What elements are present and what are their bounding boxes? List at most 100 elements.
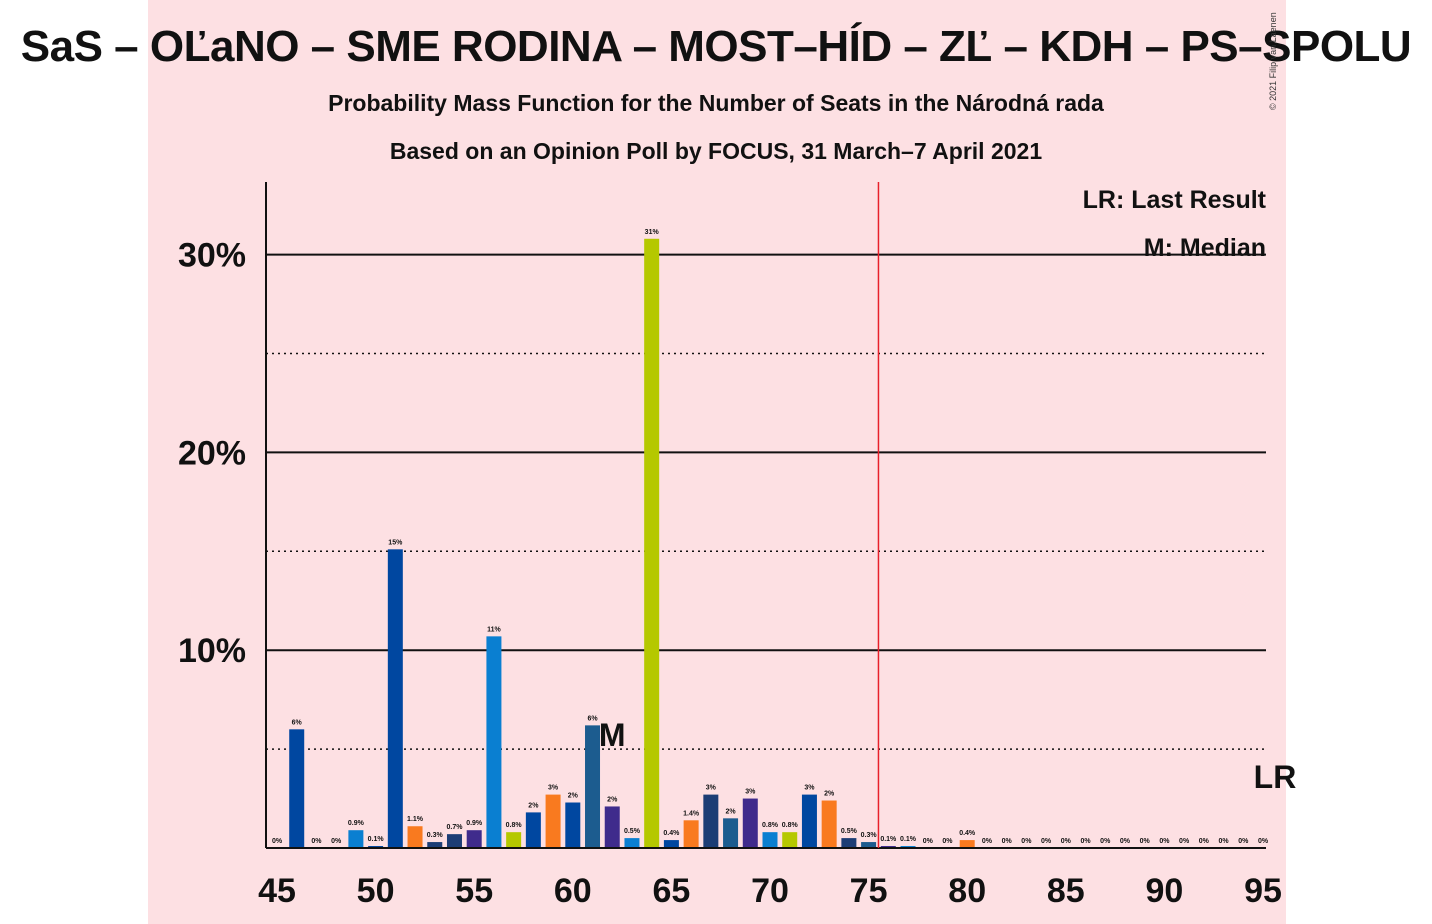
bar-seat-66 [683, 820, 699, 848]
bar-value-label: 0.9% [348, 820, 365, 827]
chart-title: SaS – OĽaNO – SME RODINA – MOST–HÍD – ZĽ… [20, 22, 1412, 71]
bar-value-label: 0.8% [782, 822, 799, 829]
chart-subtitle: Probability Mass Function for the Number… [328, 90, 1104, 116]
bar-value-label: 2% [824, 791, 835, 798]
x-tick-label: 90 [1145, 872, 1183, 910]
bar-seat-65 [663, 840, 679, 848]
bar-seat-69 [742, 798, 758, 848]
bar-value-label: 6% [587, 715, 598, 722]
bar-value-label: 0.5% [841, 828, 858, 835]
bar-value-label: 1.1% [407, 816, 424, 823]
bar-value-label: 0% [1002, 838, 1013, 845]
bar-seat-53 [427, 842, 443, 848]
bar-seat-46 [289, 729, 305, 848]
bar-value-label: 2% [528, 802, 539, 809]
bar-seat-80 [959, 840, 975, 848]
x-tick-label: 80 [948, 872, 986, 910]
y-tick-label: 30% [178, 237, 246, 275]
x-tick-label: 70 [751, 872, 789, 910]
chart-axes: 10% 20% 30% 45 50 55 60 65 70 75 80 85 90 95 [178, 182, 1282, 910]
chart-subtitle-source: Based on an Opinion Poll by FOCUS, 31 Ma… [389, 138, 1043, 164]
bar-value-label: 0% [1199, 838, 1210, 845]
bar-value-label: 0.1% [880, 836, 897, 843]
bar-seat-74 [841, 838, 857, 848]
bar-seat-62 [604, 806, 620, 848]
bar-seat-57 [506, 832, 522, 848]
last-result-marker: LR [1254, 759, 1297, 795]
bar-value-label: 0% [1021, 838, 1032, 845]
bar-value-label: 0% [923, 838, 934, 845]
bar-value-label: 2% [607, 796, 618, 803]
bar-seat-51 [387, 549, 403, 848]
bar-value-label: 0% [272, 838, 283, 845]
bar-value-label: 0% [1179, 838, 1190, 845]
bar-value-label: 0% [1140, 838, 1151, 845]
bar-value-label: 3% [706, 785, 717, 792]
bar-seat-56 [486, 636, 502, 848]
bar-seat-73 [821, 800, 837, 848]
bar-value-label: 0% [1041, 838, 1052, 845]
bar-value-label: 0% [1080, 838, 1091, 845]
bar-value-label: 0% [311, 838, 322, 845]
median-marker: M [599, 717, 626, 753]
bar-seat-63 [624, 838, 640, 848]
x-tick-label: 85 [1047, 872, 1085, 910]
bar-value-label: 3% [804, 785, 815, 792]
legend-last-result: LR: Last Result [1082, 186, 1266, 214]
x-tick-label: 75 [850, 872, 888, 910]
bar-seat-49 [348, 830, 364, 848]
bar-value-label: 0% [1159, 838, 1170, 845]
bar-value-label: 0.4% [663, 830, 680, 837]
bar-value-label: 0% [1258, 838, 1269, 845]
bar-value-label: 0.1% [900, 836, 917, 843]
x-tick-label: 50 [357, 872, 395, 910]
bar-seat-60 [565, 802, 581, 848]
bar-value-label: 0% [1238, 838, 1249, 845]
x-tick-label: 95 [1244, 872, 1282, 910]
bar-value-label: 3% [548, 785, 559, 792]
chart-background-band [148, 0, 1286, 924]
chart-gridlines [266, 253, 1266, 750]
bar-value-label: 2% [725, 808, 736, 815]
chart-bars [289, 238, 975, 848]
bar-value-label: 0% [1120, 838, 1131, 845]
bar-value-label: 0% [1218, 838, 1229, 845]
bar-seat-71 [782, 832, 798, 848]
bar-seat-54 [446, 834, 462, 848]
bar-seat-70 [762, 832, 778, 848]
bar-seat-55 [466, 830, 482, 848]
bar-value-label: 0% [942, 838, 953, 845]
bar-value-label: 11% [487, 626, 501, 633]
bar-seat-58 [525, 812, 541, 848]
bar-seat-75 [861, 842, 877, 848]
bar-value-label: 0% [331, 838, 342, 845]
bar-seat-59 [545, 794, 561, 848]
y-tick-label: 10% [178, 632, 246, 670]
bar-value-label: 0.3% [861, 832, 878, 839]
bar-seat-67 [703, 794, 719, 848]
bar-value-label: 6% [292, 719, 303, 726]
bar-value-label: 0.7% [446, 824, 463, 831]
bar-seat-64 [644, 238, 660, 848]
bar-value-label: 0% [982, 838, 993, 845]
chart-bar-labels: 0%6%0% 0%0.9%0.1%15%1.1%0.3%0.7%0.9%11%0.… [272, 229, 1269, 845]
chart-annotations: M LR [599, 182, 1296, 848]
x-tick-label: 45 [258, 872, 296, 910]
bar-value-label: 31% [645, 229, 660, 236]
bar-seat-72 [801, 794, 817, 848]
bar-seat-68 [723, 818, 739, 848]
bar-value-label: 15% [388, 539, 403, 546]
y-tick-label: 20% [178, 434, 246, 472]
bar-value-label: 3% [745, 789, 756, 796]
bar-value-label: 2% [568, 793, 579, 800]
bar-value-label: 0% [1100, 838, 1111, 845]
bar-value-label: 0.8% [762, 822, 779, 829]
x-tick-label: 60 [554, 872, 592, 910]
bar-seat-61 [585, 725, 601, 848]
bar-value-label: 0% [1061, 838, 1072, 845]
bar-value-label: 0.5% [624, 828, 641, 835]
bar-value-label: 0.1% [368, 836, 385, 843]
bar-value-label: 0.9% [466, 820, 483, 827]
bar-value-label: 0.8% [506, 822, 523, 829]
